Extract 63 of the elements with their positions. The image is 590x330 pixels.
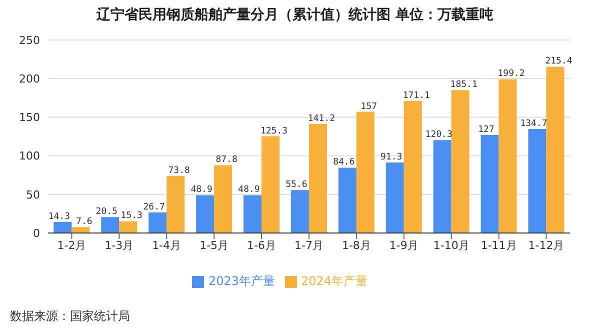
data-label: 14.3 bbox=[48, 212, 70, 222]
source-note: 数据来源：国家统计局 bbox=[10, 308, 130, 325]
data-label: 26.7 bbox=[143, 202, 165, 212]
y-tick-label: 150 bbox=[19, 111, 40, 124]
bar bbox=[262, 136, 280, 233]
data-label: 87.8 bbox=[216, 155, 238, 166]
data-label: 7.6 bbox=[76, 217, 92, 228]
data-label: 215.4 bbox=[545, 56, 572, 67]
data-label: 127 bbox=[478, 124, 494, 135]
bar bbox=[72, 227, 90, 233]
y-tick-label: 0 bbox=[33, 226, 40, 240]
bar bbox=[528, 129, 546, 233]
data-label: 157 bbox=[360, 102, 378, 112]
data-label: 91.3 bbox=[380, 152, 402, 163]
bar bbox=[546, 66, 564, 233]
bar bbox=[148, 212, 167, 233]
x-tick-label: 1-4月 bbox=[152, 238, 182, 252]
y-tick-label: 100 bbox=[19, 150, 40, 163]
x-tick-label: 1-11月 bbox=[480, 238, 517, 252]
bar bbox=[101, 217, 120, 233]
bar bbox=[54, 222, 72, 233]
bar bbox=[290, 190, 309, 233]
data-label: 73.8 bbox=[168, 166, 190, 176]
bar bbox=[356, 112, 374, 233]
x-tick-label: 1-6月 bbox=[247, 238, 276, 252]
bar bbox=[338, 168, 356, 233]
data-label: 20.5 bbox=[96, 207, 118, 218]
data-label: 15.3 bbox=[120, 211, 142, 222]
bar bbox=[498, 79, 517, 233]
y-tick-label: 200 bbox=[19, 72, 40, 86]
chart-title: 辽宁省民用钢质船舶产量分月（累计值）统计图 单位：万载重吨 bbox=[96, 6, 494, 24]
bar bbox=[451, 90, 470, 233]
bar bbox=[433, 140, 452, 233]
legend-label: 2023年产量 bbox=[208, 274, 275, 288]
legend-label: 2024年产量 bbox=[301, 274, 368, 288]
x-tick-label: 1-9月 bbox=[389, 238, 418, 252]
data-label: 199.2 bbox=[498, 69, 525, 80]
x-tick-label: 1-2月 bbox=[57, 238, 86, 252]
x-tick-label: 1-5月 bbox=[200, 238, 229, 252]
bar bbox=[119, 221, 138, 233]
data-label: 48.9 bbox=[190, 185, 212, 196]
x-tick-label: 1-8月 bbox=[342, 238, 371, 252]
data-label: 55.6 bbox=[286, 180, 308, 190]
bar bbox=[480, 134, 499, 233]
bar bbox=[244, 195, 262, 233]
bar bbox=[166, 176, 185, 233]
x-tick-label: 1-7月 bbox=[294, 238, 324, 252]
bar bbox=[196, 195, 214, 233]
data-label: 171.1 bbox=[402, 90, 430, 101]
data-label: 48.9 bbox=[238, 185, 260, 196]
y-tick-label: 250 bbox=[19, 34, 40, 47]
data-label: 84.6 bbox=[333, 158, 355, 168]
x-tick-label: 1-10月 bbox=[433, 238, 470, 252]
bar bbox=[386, 162, 404, 233]
y-tick-label: 50 bbox=[26, 188, 40, 202]
x-tick-label: 1-3月 bbox=[104, 238, 134, 252]
bar bbox=[214, 165, 232, 233]
bar bbox=[308, 124, 327, 233]
data-label: 141.2 bbox=[308, 114, 336, 124]
data-label: 185.1 bbox=[450, 80, 478, 90]
bar bbox=[404, 100, 422, 233]
x-tick-label: 1-12月 bbox=[528, 238, 564, 252]
data-label: 125.3 bbox=[260, 126, 288, 136]
